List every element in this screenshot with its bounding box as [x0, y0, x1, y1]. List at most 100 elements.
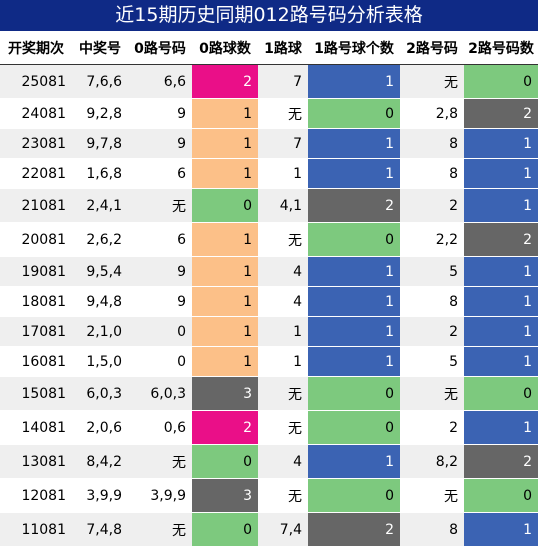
- table-row: 21081 2,4,1 无 0 4,1 2 2 1: [0, 188, 538, 223]
- table-cell: 7: [258, 128, 308, 159]
- table-row: 12081 3,9,9 3,9,9 3 无 0 无 0: [0, 478, 538, 513]
- table-cell: 18081: [0, 286, 72, 317]
- table-cell: 13081: [0, 444, 72, 479]
- column-header: 开奖期次: [0, 31, 72, 65]
- table-cell: 23081: [0, 128, 72, 159]
- column-header: 1路球: [258, 31, 308, 65]
- analysis-table: 开奖期次 中奖号 0路号码 0路球数 1路球 1路号球个数 2路号码 2路号码数 25081 7…: [0, 31, 538, 547]
- table-cell: 1,6,8: [72, 158, 128, 189]
- table-cell: 无: [128, 444, 192, 479]
- table-cell: 3,9,9: [72, 478, 128, 513]
- table-cell: 7,4: [258, 512, 308, 547]
- table-cell: 3: [192, 376, 258, 411]
- table-cell: 17081: [0, 316, 72, 347]
- table-cell: 无: [258, 410, 308, 445]
- table-cell: 2: [400, 410, 464, 445]
- table-row: 19081 9,5,4 9 1 4 1 5 1: [0, 256, 538, 287]
- table-cell: 3: [192, 478, 258, 513]
- table-row: 13081 8,4,2 无 0 4 1 8,2 2: [0, 444, 538, 479]
- table-cell: 0: [128, 346, 192, 377]
- table-cell: 1: [464, 188, 538, 223]
- table-cell: 1: [308, 256, 400, 287]
- table-cell: 0: [192, 188, 258, 223]
- table-cell: 无: [258, 98, 308, 129]
- table-cell: 1: [464, 316, 538, 347]
- table-cell: 8: [400, 158, 464, 189]
- table-cell: 16081: [0, 346, 72, 377]
- table-cell: 4: [258, 444, 308, 479]
- table-cell: 3,9,9: [128, 478, 192, 513]
- table-cell: 2: [464, 444, 538, 479]
- table-cell: 无: [128, 188, 192, 223]
- table-cell: 无: [258, 376, 308, 411]
- table-cell: 9,2,8: [72, 98, 128, 129]
- table-cell: 9,5,4: [72, 256, 128, 287]
- table-cell: 0: [308, 98, 400, 129]
- table-cell: 0: [192, 444, 258, 479]
- table-cell: 6,6: [128, 64, 192, 99]
- table-row: 23081 9,7,8 9 1 7 1 8 1: [0, 128, 538, 159]
- table-row: 15081 6,0,3 6,0,3 3 无 0 无 0: [0, 376, 538, 411]
- table-cell: 0: [464, 376, 538, 411]
- table-cell: 1: [192, 316, 258, 347]
- table-cell: 1: [308, 286, 400, 317]
- table-cell: 1: [192, 128, 258, 159]
- table-row: 11081 7,4,8 无 0 7,4 2 8 1: [0, 512, 538, 547]
- table-cell: 1: [192, 256, 258, 287]
- table-cell: 无: [258, 478, 308, 513]
- table-cell: 0: [308, 478, 400, 513]
- table-cell: 1: [308, 316, 400, 347]
- table-cell: 1,5,0: [72, 346, 128, 377]
- column-header: 0路球数: [192, 31, 258, 65]
- table-cell: 1: [192, 346, 258, 377]
- table-row: 14081 2,0,6 0,6 2 无 0 2 1: [0, 410, 538, 445]
- table-cell: 1: [258, 316, 308, 347]
- table-cell: 6: [128, 222, 192, 257]
- table-cell: 无: [128, 512, 192, 547]
- table-cell: 0: [128, 316, 192, 347]
- table-cell: 2,8: [400, 98, 464, 129]
- table-cell: 1: [192, 98, 258, 129]
- table-cell: 0: [464, 478, 538, 513]
- table-cell: 0,6: [128, 410, 192, 445]
- table-cell: 9: [128, 128, 192, 159]
- table-cell: 8,2: [400, 444, 464, 479]
- table-cell: 1: [464, 256, 538, 287]
- table-cell: 无: [400, 478, 464, 513]
- table-title: 近15期历史同期012路号码分析表格: [0, 0, 538, 31]
- table-cell: 8: [400, 512, 464, 547]
- table-cell: 4: [258, 256, 308, 287]
- table-cell: 5: [400, 256, 464, 287]
- table-cell: 2: [464, 98, 538, 129]
- table-cell: 8: [400, 128, 464, 159]
- table-cell: 0: [464, 64, 538, 99]
- table-cell: 1: [258, 346, 308, 377]
- table-body: 25081 7,6,6 6,6 2 7 1 无 0 24081 9,2,8 9 1 无 0 2,8 2 2308…: [0, 64, 538, 547]
- header-row: 开奖期次 中奖号 0路号码 0路球数 1路球 1路号球个数 2路号码 2路号码数: [0, 31, 538, 65]
- table-cell: 1: [308, 128, 400, 159]
- table-cell: 2: [308, 188, 400, 223]
- table-cell: 1: [308, 346, 400, 377]
- table-cell: 0: [192, 512, 258, 547]
- table-cell: 2,4,1: [72, 188, 128, 223]
- table-cell: 20081: [0, 222, 72, 257]
- table-cell: 19081: [0, 256, 72, 287]
- column-header: 2路号码: [400, 31, 464, 65]
- table-cell: 1: [464, 128, 538, 159]
- table-row: 22081 1,6,8 6 1 1 1 8 1: [0, 158, 538, 189]
- table-cell: 11081: [0, 512, 72, 547]
- table-cell: 无: [400, 64, 464, 99]
- table-cell: 9: [128, 98, 192, 129]
- table-cell: 9,4,8: [72, 286, 128, 317]
- table-cell: 2: [400, 188, 464, 223]
- table-cell: 22081: [0, 158, 72, 189]
- table-cell: 2,0,6: [72, 410, 128, 445]
- table-cell: 7: [258, 64, 308, 99]
- table-row: 24081 9,2,8 9 1 无 0 2,8 2: [0, 98, 538, 129]
- table-cell: 0: [308, 222, 400, 257]
- table-cell: 0: [308, 376, 400, 411]
- table-cell: 6,0,3: [72, 376, 128, 411]
- table-cell: 1: [464, 410, 538, 445]
- table-row: 17081 2,1,0 0 1 1 1 2 1: [0, 316, 538, 347]
- table-cell: 无: [258, 222, 308, 257]
